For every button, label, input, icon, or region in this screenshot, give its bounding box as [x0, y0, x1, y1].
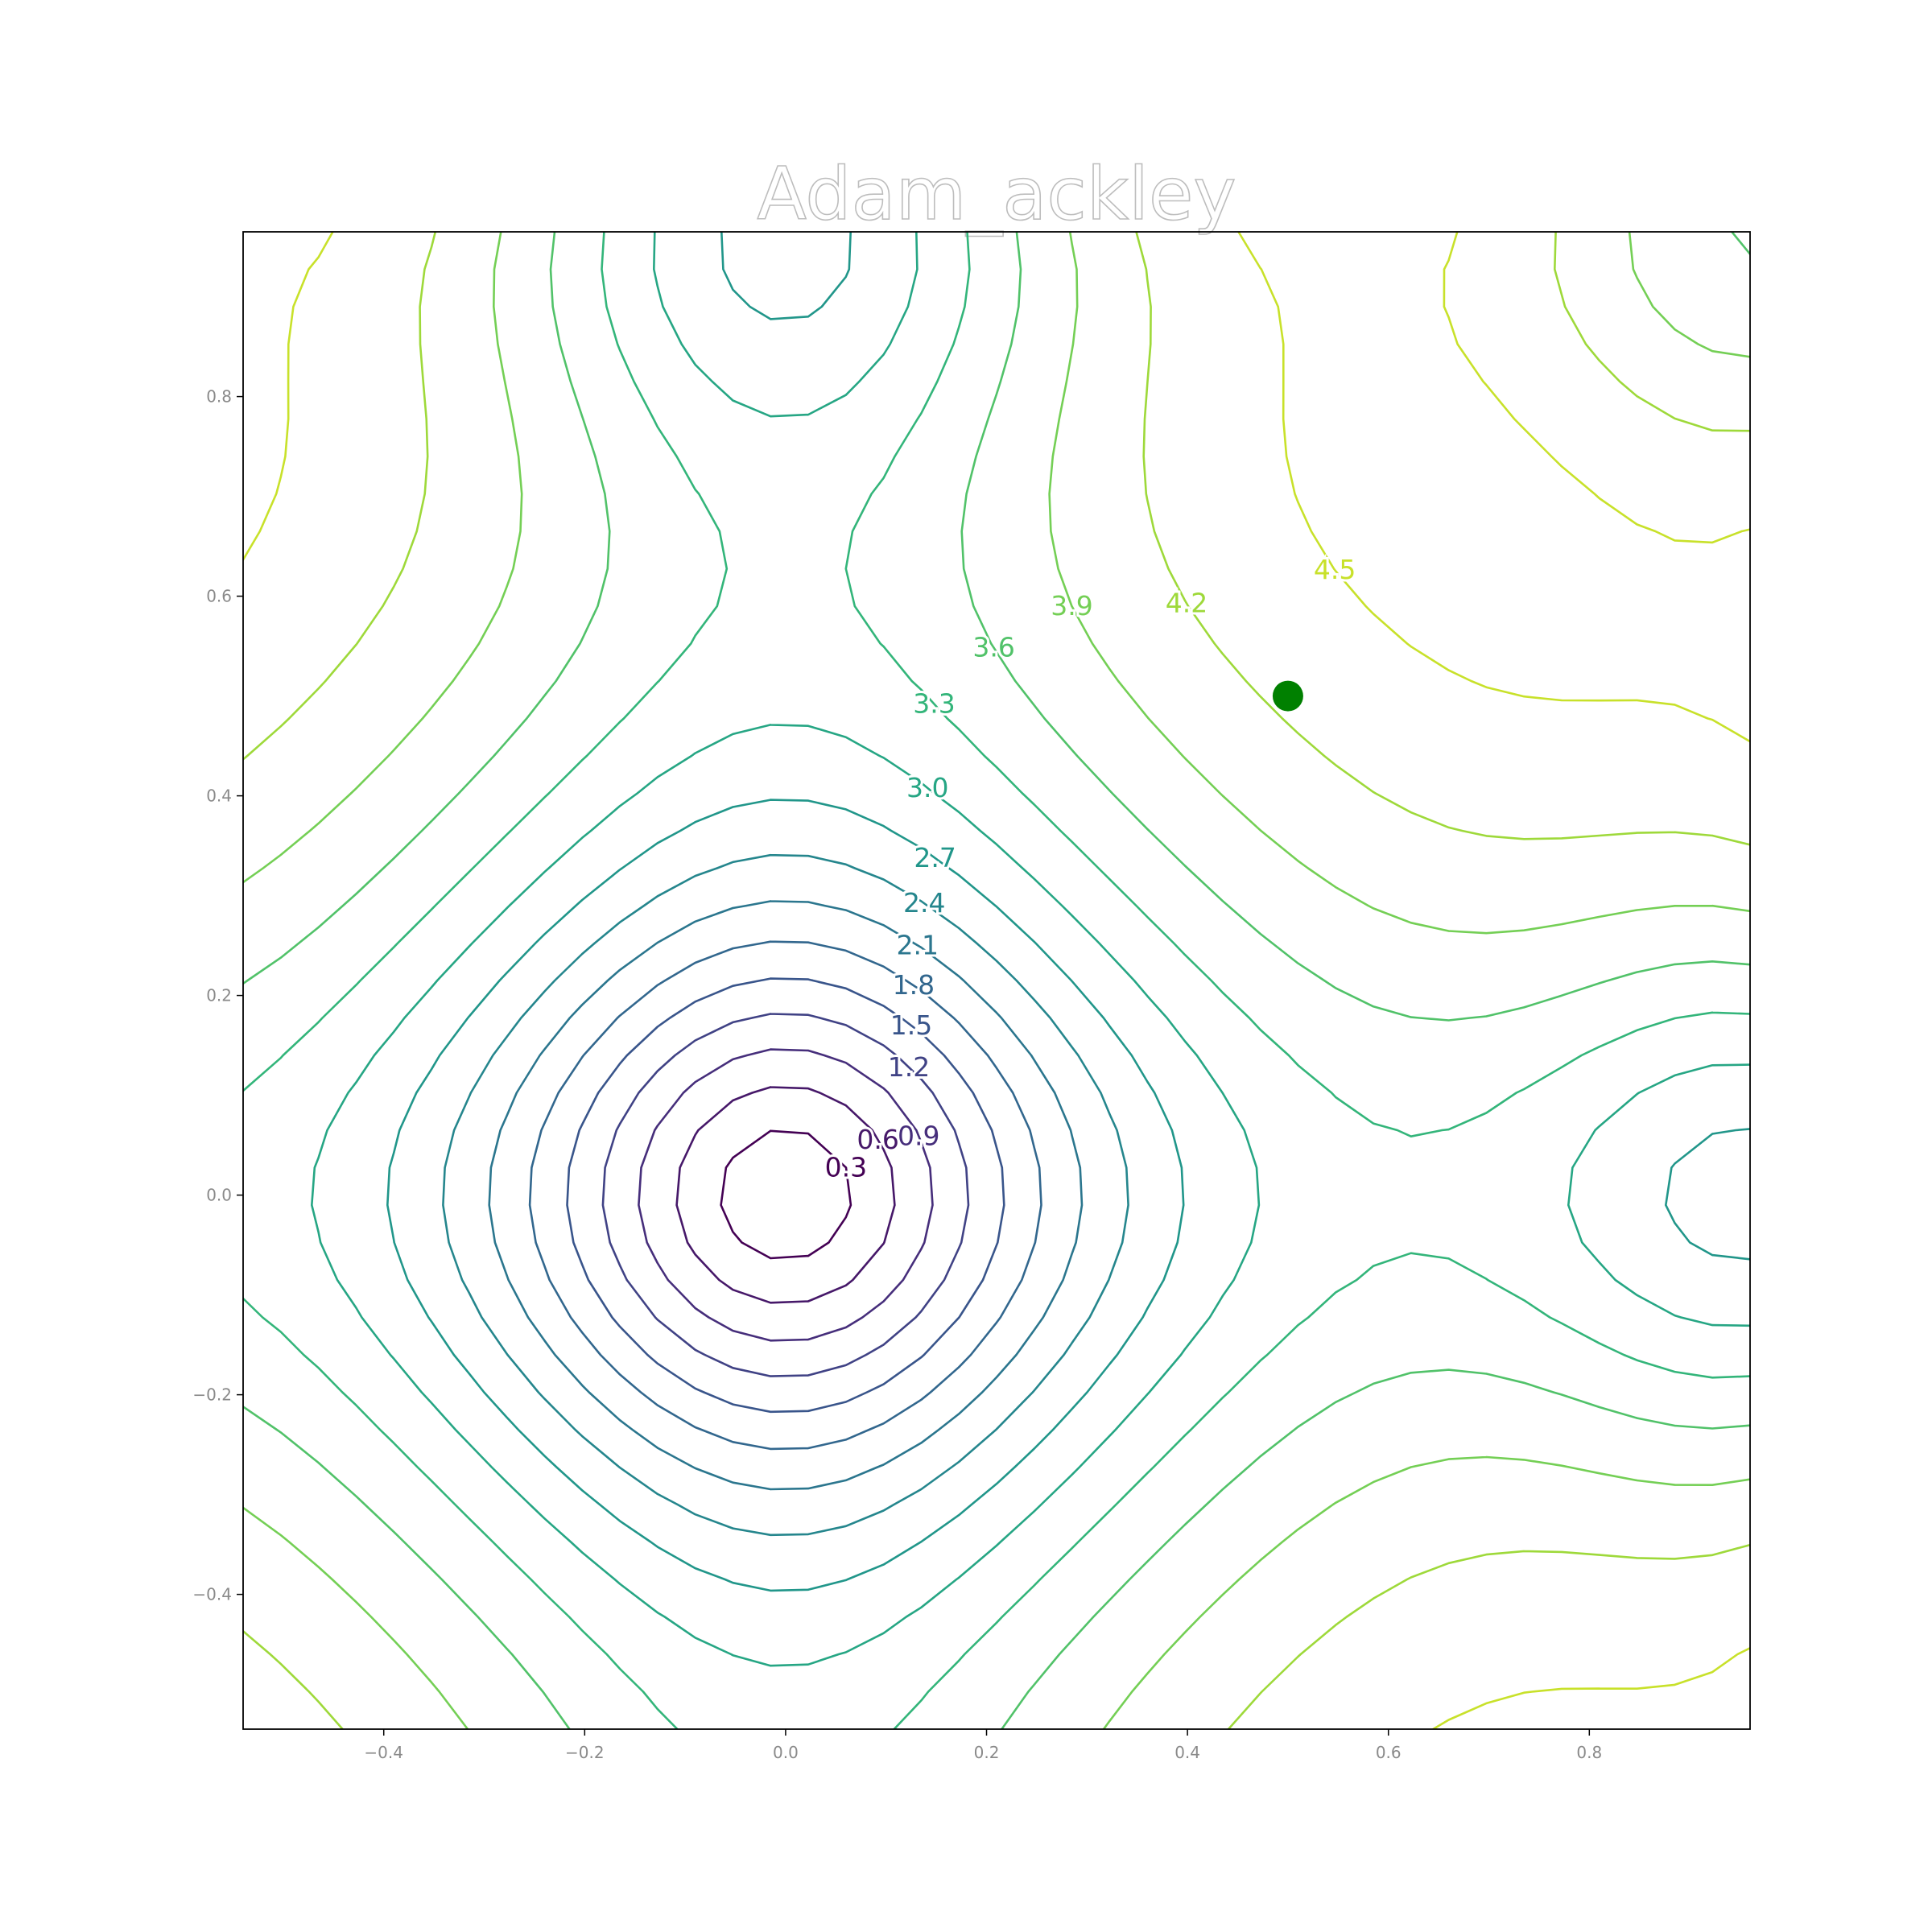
- contour-label-3.6: 3.6: [972, 632, 1014, 663]
- contour-label-4.2: 4.2: [1166, 588, 1208, 619]
- x-tick-label: 0.2: [974, 1743, 1000, 1762]
- y-tick-label: −0.4: [192, 1585, 232, 1604]
- contour-label-3.9: 3.9: [1051, 590, 1092, 621]
- contour-line-0.6: [675, 1086, 896, 1304]
- y-tick-label: 0.8: [206, 387, 232, 407]
- x-tick-label: 0.6: [1376, 1743, 1402, 1762]
- contour-line-2.7: [386, 232, 1750, 1592]
- y-tick-label: 0.0: [206, 1186, 232, 1205]
- marker-layer: [1272, 680, 1303, 712]
- contour-line-1.8: [528, 940, 1042, 1451]
- y-tick-label: 0.2: [206, 986, 232, 1005]
- contour-label-2.7: 2.7: [914, 842, 956, 873]
- x-tick-label: 0.4: [1174, 1743, 1200, 1762]
- contour-line-2.1: [488, 900, 1084, 1491]
- y-axis: −0.4 −0.2 0.0 0.2 0.4 0.6 0.8: [192, 387, 243, 1604]
- contour-label-3.0: 3.0: [906, 772, 948, 803]
- contour-label-2.1: 2.1: [896, 929, 938, 960]
- contour-label-1.2: 1.2: [888, 1051, 930, 1083]
- contour-line-1.5: [566, 977, 1005, 1414]
- contour-line-3.9: [243, 232, 1750, 1729]
- contour-line-4.2: [243, 232, 1750, 1729]
- contour-label-1.8: 1.8: [893, 969, 935, 1001]
- contour-line-0.3: [720, 1129, 852, 1260]
- contour-label-0.3: 0.3: [825, 1151, 867, 1183]
- contour-label-0.6: 0.6: [857, 1124, 898, 1155]
- contour-label-0.9: 0.9: [898, 1121, 939, 1152]
- contour-label-2.4: 2.4: [903, 887, 945, 919]
- chart-title: Adam_ackley: [757, 152, 1236, 237]
- x-tick-label: 0.8: [1576, 1743, 1602, 1762]
- plot-frame: [242, 231, 1751, 1730]
- contour-line-3.3: [243, 232, 1750, 1729]
- contour-label-3.3: 3.3: [913, 688, 955, 720]
- contour-label-4.5: 4.5: [1314, 554, 1356, 585]
- contour-line-1.2: [601, 1013, 970, 1377]
- contour-label-1.5: 1.5: [890, 1009, 932, 1041]
- x-tick-label: −0.2: [565, 1743, 605, 1762]
- contour-line-4.5: [243, 232, 1750, 1729]
- contour-line-0.9: [638, 1048, 934, 1342]
- x-tick-label: 0.0: [773, 1743, 799, 1762]
- y-tick-label: 0.4: [206, 786, 232, 806]
- contour-labels: 0.30.60.9 1.2 1.5 1.8 2.1 2.4 2.7 3.0 3.3 3.6 3.9 4…: [823, 551, 1359, 1185]
- y-tick-label: −0.2: [192, 1385, 232, 1405]
- position-marker: [1272, 680, 1303, 712]
- contour-line-2.4: [442, 853, 1129, 1537]
- contour-line-3.6: [243, 232, 1750, 1729]
- contour-line-3.0: [311, 232, 1750, 1667]
- x-tick-label: −0.4: [364, 1743, 403, 1762]
- y-tick-label: 0.6: [206, 587, 232, 606]
- x-axis: −0.4 −0.2 0.0 0.2 0.4 0.6 0.8: [364, 1729, 1602, 1762]
- contour-lines: [243, 232, 1750, 1729]
